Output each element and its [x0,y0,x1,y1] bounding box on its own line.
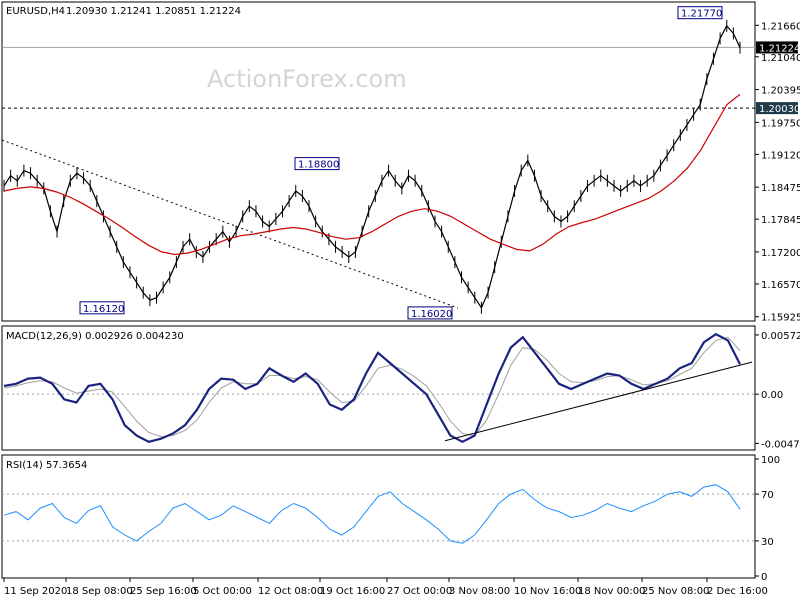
macd-y-tick-label: 0.00 [761,390,783,401]
axis-labels: 1.21660 1.21040 1.20395 1.19750 1.19120 1.184… [3,21,800,597]
price-y-tick-label: 1.17200 [761,248,800,259]
moving-average-line [3,93,741,256]
rsi-panel-frame [1,454,756,579]
x-tick-label: 25 Nov 08:00 [642,586,709,597]
price-y-tick-label: 1.15925 [761,313,800,324]
rsi-y-tick-label: 0 [761,572,767,583]
price-y-tick-label: 1.18475 [761,183,800,194]
rsi-y-tick-label: 30 [761,537,774,548]
macd-y-tick-label: 0.005725 [761,331,800,342]
symbol-label: EURUSD,H4 [6,6,65,17]
current-price-tag-bg [756,41,798,54]
price-annotation-label: 1.21770 [681,9,722,20]
level-tag-label: 1.20030 [759,104,800,115]
price-annotations: 1.16120 1.18800 1.16020 1.21770 [79,6,723,320]
price-annotation-box [79,301,125,315]
rsi-y-tick-label: 100 [761,455,780,466]
price-panel-frame [1,1,756,322]
macd-main-line [3,332,741,444]
price-annotation-box [677,6,723,20]
current-price-tag-label: 1.21224 [759,43,800,54]
x-tick-label: 10 Nov 16:00 [514,586,581,597]
price-close-line [3,24,741,310]
price-annotation-label: 1.18800 [298,160,339,171]
price-y-tick-label: 1.16570 [761,280,800,291]
rsi-series-group [2,484,755,544]
price-y-tick-label: 1.19120 [761,150,800,161]
x-tick-label: 18 Sep 08:00 [66,586,133,597]
x-tick-label: 2 Dec 16:00 [707,586,768,597]
macd-y-tick-label: -0.004755 [761,439,800,450]
price-y-tick-label: 1.17845 [761,215,800,226]
descending-trendline [1,139,459,309]
macd-trendline [444,361,753,442]
price-y-tick-label: 1.21040 [761,53,800,64]
price-y-tick-label: 1.21660 [761,21,800,32]
price-annotation-box [294,157,340,171]
x-tick-label: 18 Nov 00:00 [578,586,645,597]
x-tick-label: 5 Oct 00:00 [193,586,252,597]
ohlc-label: 1.20930 1.21241 1.20851 1.21224 [66,6,241,17]
macd-series-group [2,332,755,444]
price-y-tick-label: 1.20395 [761,86,800,97]
price-annotation-box [407,306,453,320]
watermark: ActionForex.com [207,65,407,93]
rsi-y-tick-label: 70 [761,490,774,501]
x-tick-label: 27 Oct 00:00 [387,586,452,597]
x-tick-label: 19 Oct 16:00 [320,586,385,597]
x-tick-label: 3 Nov 08:00 [449,586,510,597]
x-tick-label: 25 Sep 16:00 [130,586,197,597]
macd-panel-frame [1,325,756,451]
price-annotation-label: 1.16120 [83,304,124,315]
price-series-group [3,19,741,314]
x-tick-label: 12 Oct 08:00 [258,586,323,597]
level-tag-bg [756,102,798,115]
rsi-title: RSI(14) 57.3654 [6,460,87,471]
price-y-tick-label: 1.19750 [761,118,800,129]
price-grid [1,46,755,309]
price-annotation-label: 1.16020 [411,309,452,320]
x-tick-label: 11 Sep 2020 [4,586,67,597]
macd-title: MACD(12,26,9) 0.002926 0.004230 [6,331,184,342]
rsi-line [3,484,741,544]
